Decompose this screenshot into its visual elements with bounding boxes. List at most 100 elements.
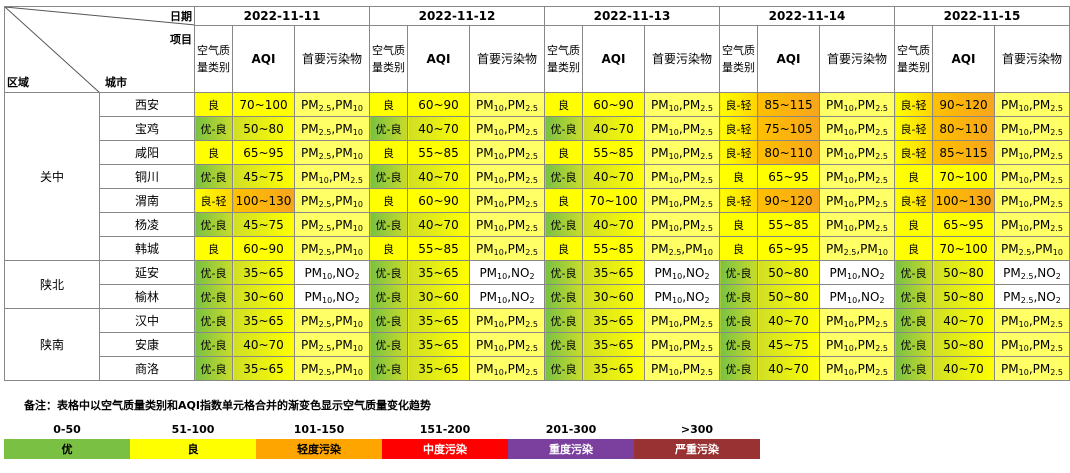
pollutant: PM2.5,PM10 xyxy=(294,236,370,261)
category: 优-良 xyxy=(194,308,233,333)
aqi: 40~70 xyxy=(582,212,645,237)
corner-cell: 日期 项目 区域 城市 xyxy=(4,6,195,93)
pollutant: PM2.5,PM10 xyxy=(294,116,370,141)
aqi: 40~70 xyxy=(582,116,645,141)
category: 优-良 xyxy=(544,284,583,309)
city: 西安 xyxy=(99,92,195,117)
category: 优-良 xyxy=(719,356,758,381)
data-row: 渭南 良-轻 100~130 PM2.5,PM10 良 60~90 PM10,PM2.5 良 7… xyxy=(5,188,1070,213)
category: 良 xyxy=(544,236,583,261)
category: 优-良 xyxy=(894,308,933,333)
pollutant: PM2.5,PM10 xyxy=(294,212,370,237)
aqi: 60~90 xyxy=(582,92,645,117)
pollutant: PM10,PM2.5 xyxy=(644,116,720,141)
subheader-row: 空气质量类别 AQI 首要污染物 空气质量类别 AQI 首要污染物 空气质量类别 AQI 首要污… xyxy=(5,25,1070,93)
category: 优-良 xyxy=(719,284,758,309)
aqi: 35~65 xyxy=(407,260,470,285)
aqi: 65~95 xyxy=(757,164,820,189)
data-row: 杨凌 优-良 45~75 PM2.5,PM10 优-良 40~70 PM10,PM2.5 优-… xyxy=(5,212,1070,237)
data-row: 关中 西安良 70~100 PM2.5,PM10 良 60~90 PM10,PM2.5 良 60… xyxy=(4,92,1070,261)
category: 良 xyxy=(544,92,583,117)
pollutant: PM10,PM2.5 xyxy=(819,188,895,213)
category: 优-良 xyxy=(194,116,233,141)
pollutant: PM10,PM2.5 xyxy=(819,212,895,237)
pollutant: PM10,PM2.5 xyxy=(819,164,895,189)
category: 良-轻 xyxy=(719,116,758,141)
category: 良 xyxy=(719,212,758,237)
region-label: 区域 xyxy=(7,76,29,89)
sub-header: 空气质量类别 xyxy=(894,25,933,93)
aqi: 90~120 xyxy=(757,188,820,213)
legend-level: 重度污染 xyxy=(508,439,634,459)
pollutant: PM10,PM2.5 xyxy=(819,116,895,141)
pollutant: PM10,PM2.5 xyxy=(469,116,545,141)
pollutant: PM10,PM2.5 xyxy=(644,308,720,333)
aqi: 40~70 xyxy=(407,212,470,237)
category: 良 xyxy=(894,236,933,261)
pollutant: PM10,NO2 xyxy=(819,284,895,309)
category: 优-良 xyxy=(544,308,583,333)
category: 优-良 xyxy=(369,308,408,333)
legend-range: 151-200 xyxy=(419,422,471,436)
pollutant: PM10,PM2.5 xyxy=(644,356,720,381)
aqi: 65~95 xyxy=(757,236,820,261)
region: 陕南 xyxy=(4,308,100,381)
pollutant: PM10,PM2.5 xyxy=(469,92,545,117)
aqi: 35~65 xyxy=(407,356,470,381)
pollutant: PM10,PM2.5 xyxy=(819,308,895,333)
pollutant: PM10,PM2.5 xyxy=(819,332,895,357)
sub-header: 首要污染物 xyxy=(994,25,1070,93)
aqi: 80~110 xyxy=(757,140,820,165)
aqi: 40~70 xyxy=(407,116,470,141)
legend-range: 101-150 xyxy=(293,422,345,436)
diagonals xyxy=(5,7,194,92)
category: 良-轻 xyxy=(894,116,933,141)
sub-header: AQI xyxy=(757,25,820,93)
category: 良 xyxy=(369,92,408,117)
sub-header: 空气质量类别 xyxy=(194,25,233,93)
pollutant: PM10,PM2.5 xyxy=(644,188,720,213)
sub-header: AQI xyxy=(232,25,295,93)
pollutant: PM2.5,PM10 xyxy=(819,236,895,261)
date-header: 2022-11-12 xyxy=(369,6,545,26)
legend-level: 严重污染 xyxy=(634,439,760,459)
aqi: 60~90 xyxy=(407,188,470,213)
aqi: 40~70 xyxy=(407,164,470,189)
aqi: 50~80 xyxy=(757,260,820,285)
aqi: 40~70 xyxy=(757,356,820,381)
aqi: 30~60 xyxy=(407,284,470,309)
aqi: 45~75 xyxy=(232,212,295,237)
pollutant: PM10,NO2 xyxy=(294,284,370,309)
legend-level: 良 xyxy=(130,439,256,459)
pollutant: PM10,NO2 xyxy=(819,260,895,285)
city: 韩城 xyxy=(99,236,195,261)
category: 优-良 xyxy=(194,284,233,309)
pollutant: PM10,PM2.5 xyxy=(994,308,1070,333)
data-row: 陕北 延安 优-良 35~65 PM10,NO2 优-良 35~65 PM10,NO2 优-良 3… xyxy=(4,260,1070,309)
aqi: 50~80 xyxy=(232,116,295,141)
sub-header: 首要污染物 xyxy=(819,25,895,93)
category: 优-良 xyxy=(544,164,583,189)
item-label: 项目 xyxy=(170,33,192,46)
aqi: 70~100 xyxy=(232,92,295,117)
aqi: 35~65 xyxy=(407,308,470,333)
pollutant: PM10,PM2.5 xyxy=(644,164,720,189)
category: 优-良 xyxy=(894,356,933,381)
pollutant: PM10,PM2.5 xyxy=(644,212,720,237)
aqi: 100~130 xyxy=(932,188,995,213)
aqi: 85~115 xyxy=(932,140,995,165)
category: 良-轻 xyxy=(719,92,758,117)
legend-range: 201-300 xyxy=(545,422,597,436)
aqi: 30~60 xyxy=(582,284,645,309)
aqi: 45~75 xyxy=(757,332,820,357)
aqi: 70~100 xyxy=(932,236,995,261)
category: 良 xyxy=(369,188,408,213)
pollutant: PM2.5,PM10 xyxy=(294,356,370,381)
category: 优-良 xyxy=(369,164,408,189)
legend: 0-50 51-100 101-150 151-200 201-300 >300 优良轻度污… xyxy=(4,419,760,459)
aqi: 50~80 xyxy=(932,284,995,309)
aqi: 35~65 xyxy=(407,332,470,357)
category: 良 xyxy=(369,140,408,165)
category: 良 xyxy=(894,164,933,189)
category: 优-良 xyxy=(369,284,408,309)
